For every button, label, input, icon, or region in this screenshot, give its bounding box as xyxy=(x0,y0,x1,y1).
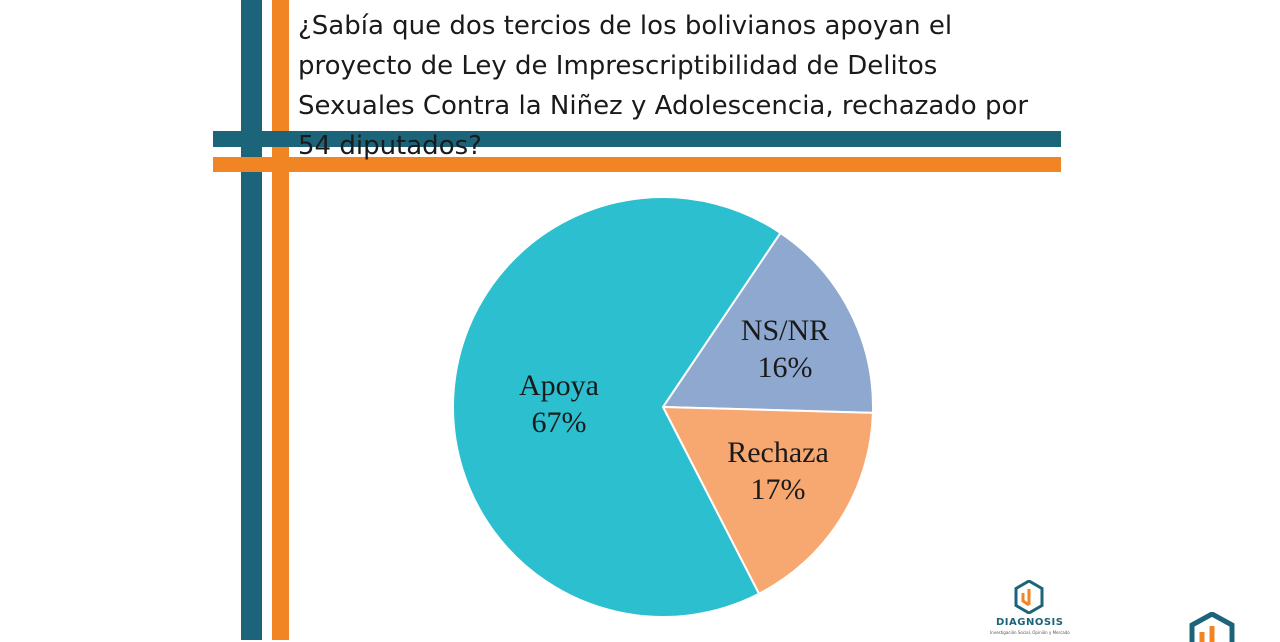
slice-label-nsnr: NS/NR xyxy=(741,314,829,347)
diagnosis-logo-icon-corner xyxy=(1189,612,1235,642)
diagnosis-logo-icon xyxy=(1014,580,1044,614)
slice-value-apoya: 67% xyxy=(532,406,587,439)
pie-slice-nsnr xyxy=(661,231,874,414)
pie-slices xyxy=(452,196,874,618)
pie-slice-apoya xyxy=(452,196,782,618)
logo-tagline: Investigación Social, Opinión y Mercado xyxy=(990,630,1070,635)
slice-label-apoya: Apoya xyxy=(519,369,599,402)
logo-name: DIAGNOSIS xyxy=(996,617,1064,628)
slice-value-nsnr: 16% xyxy=(758,351,813,384)
headline-question: ¿Sabía que dos tercios de los bolivianos… xyxy=(298,11,1029,161)
horizontal-orange-stripe xyxy=(213,157,1061,172)
pie-labels: NS/NR 16% Rechaza 17% Apoya 67% xyxy=(519,314,829,506)
horizontal-teal-stripe xyxy=(213,131,1061,147)
diagnosis-logo: DIAGNOSIS Investigación Social, Opinión … xyxy=(990,580,1070,636)
slice-value-rechaza: 17% xyxy=(751,473,806,506)
pie-slice-rechaza xyxy=(661,405,874,596)
slice-label-rechaza: Rechaza xyxy=(727,436,829,469)
